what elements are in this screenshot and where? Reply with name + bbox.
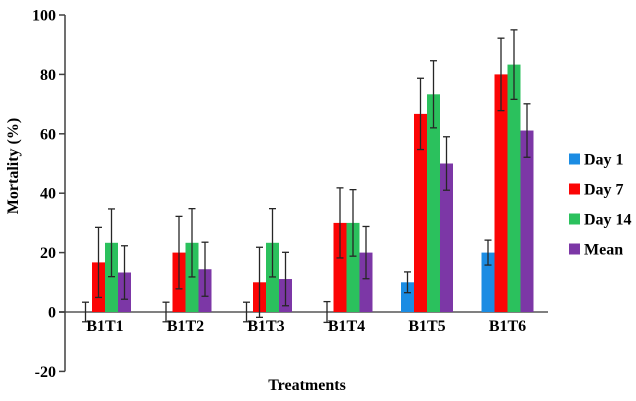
x-tick-label: B1T3	[247, 318, 284, 335]
legend-label: Day 7	[584, 182, 624, 199]
bar-day7-b1t5	[414, 113, 427, 312]
legend-swatch-day1	[569, 153, 580, 165]
bar-day1-b1t6	[481, 252, 495, 312]
bar-day7-b1t4	[333, 222, 347, 312]
y-tick-label: 60	[40, 126, 56, 143]
bar-day14-b1t1	[105, 242, 118, 312]
x-tick-label: B1T1	[86, 318, 123, 335]
legend-swatch-day14	[569, 213, 580, 225]
y-tick-label: -20	[35, 364, 56, 381]
x-tick-label: B1T6	[489, 318, 526, 335]
bar-day14-b1t5	[427, 94, 440, 312]
legend-label: Day 14	[584, 212, 632, 229]
y-tick-label: 80	[40, 67, 56, 84]
bar-day1-b1t5	[401, 282, 414, 312]
bar-mean-b1t5	[440, 163, 453, 312]
x-tick-label: B1T5	[408, 318, 445, 335]
bar-mean-b1t4	[359, 252, 373, 312]
bar-day14-b1t4	[346, 222, 360, 312]
y-tick-label: 100	[32, 8, 56, 25]
bar-day14-b1t6	[507, 64, 521, 312]
legend-label: Mean	[584, 242, 623, 259]
y-axis-title: Mortality (%)	[5, 117, 22, 215]
legend-label: Day 1	[584, 152, 624, 169]
bar-day7-b1t6	[494, 74, 508, 313]
x-axis-title: Treatments	[268, 377, 346, 394]
legend-swatch-mean	[569, 243, 580, 255]
x-tick-label: B1T2	[167, 318, 204, 335]
y-tick-label: 20	[40, 245, 56, 262]
bar-mean-b1t6	[520, 130, 534, 312]
legend-swatch-day7	[569, 183, 580, 195]
x-tick-label: B1T4	[328, 318, 365, 335]
y-tick-label: 0	[48, 305, 56, 322]
y-tick-label: 40	[40, 186, 56, 203]
